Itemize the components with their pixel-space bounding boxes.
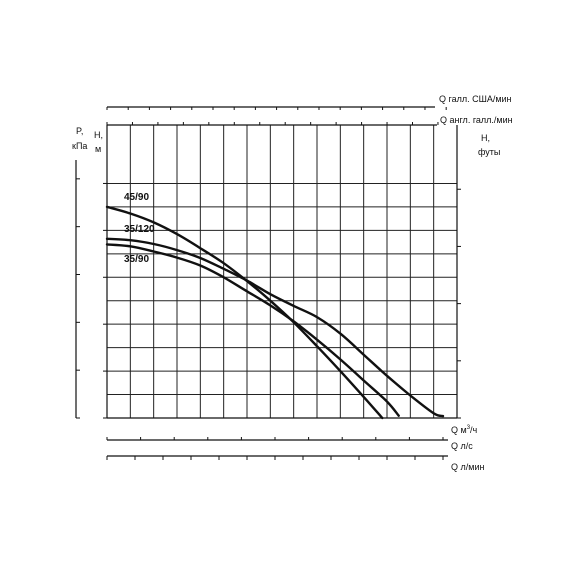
bottom-axis-lmin-unit: Q л/мин bbox=[451, 462, 484, 472]
head-m-axis-title-line1: H, bbox=[94, 130, 103, 140]
m3h-unit-main: Q м bbox=[451, 425, 467, 435]
top-axis-usgal-unit: Q галл. США/мин bbox=[439, 94, 512, 104]
curve-35-90 bbox=[105, 243, 400, 417]
curve-label-35-120: 35/120 bbox=[124, 224, 155, 235]
curve-label-35-90: 35/90 bbox=[124, 254, 149, 265]
curve-label-45-90: 45/90 bbox=[124, 192, 149, 203]
head-m-axis-title-line2: м bbox=[95, 144, 101, 154]
pressure-axis-title-line2: кПа bbox=[72, 141, 87, 151]
tick-labels bbox=[76, 107, 461, 460]
pressure-axis-title-line1: P, bbox=[76, 126, 83, 136]
bottom-axis-ls-unit: Q л/с bbox=[451, 441, 473, 451]
m3h-unit-tail: /ч bbox=[470, 425, 478, 435]
grid bbox=[107, 125, 458, 418]
bottom-axis-m3h-unit: Q м3/ч bbox=[451, 425, 478, 435]
axes bbox=[75, 106, 458, 457]
curve-45-90 bbox=[105, 205, 384, 420]
curve-labels: 45/90 35/120 35/90 bbox=[124, 192, 155, 265]
head-ft-axis-title-line2: футы bbox=[478, 147, 500, 157]
axis-labels: P, кПа H, м H, футы Q галл. США/мин Q ан… bbox=[72, 94, 513, 472]
head-ft-axis-title-line1: H, bbox=[481, 133, 490, 143]
m3h-unit-sup: 3 bbox=[467, 425, 471, 431]
top-axis-impgal-unit: Q англ. галл./мин bbox=[440, 115, 513, 125]
curve-35-120 bbox=[105, 237, 445, 418]
performance-curves bbox=[105, 205, 445, 420]
